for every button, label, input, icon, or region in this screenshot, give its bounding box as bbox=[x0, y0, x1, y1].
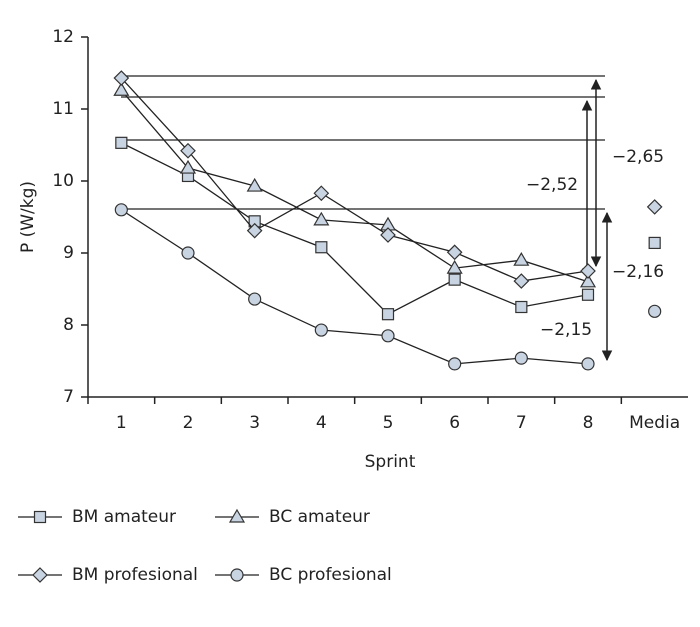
y-tick-label: 7 bbox=[63, 387, 74, 407]
y-tick-label: 12 bbox=[52, 27, 74, 47]
y-tick-label: 10 bbox=[52, 171, 74, 191]
marker bbox=[315, 241, 328, 254]
series-line bbox=[120, 89, 589, 283]
marker bbox=[115, 136, 128, 149]
marker bbox=[314, 323, 328, 337]
x-tick-label: 3 bbox=[249, 413, 260, 433]
marker bbox=[180, 142, 196, 159]
annotation: −2,15 bbox=[540, 320, 592, 340]
marker bbox=[33, 510, 47, 524]
marker bbox=[579, 273, 597, 288]
marker bbox=[381, 329, 395, 343]
marker bbox=[313, 185, 330, 202]
legend-label: BM amateur bbox=[72, 507, 176, 527]
marker bbox=[179, 159, 197, 174]
marker bbox=[448, 357, 462, 371]
arrows bbox=[581, 78, 613, 362]
y-tick-label: 11 bbox=[52, 99, 74, 119]
marker bbox=[230, 568, 244, 582]
marker bbox=[648, 304, 662, 318]
x-axis-label: Sprint bbox=[365, 452, 416, 472]
x-tick-label: 7 bbox=[516, 413, 527, 433]
reference-lines bbox=[121, 75, 605, 210]
marker bbox=[380, 227, 396, 243]
marker bbox=[646, 199, 663, 215]
y-tick-label: 8 bbox=[63, 315, 74, 335]
marker bbox=[580, 263, 596, 279]
x-tick-label: 4 bbox=[316, 413, 327, 433]
x-tick-label: 5 bbox=[383, 413, 394, 433]
series-line bbox=[121, 142, 589, 315]
marker bbox=[246, 177, 263, 192]
x-tick-label: 1 bbox=[116, 413, 127, 433]
marker bbox=[248, 292, 262, 306]
marker bbox=[446, 244, 463, 261]
marker bbox=[448, 273, 461, 286]
marker bbox=[513, 273, 530, 289]
annotation: −2,16 bbox=[612, 262, 664, 282]
marker bbox=[313, 211, 330, 226]
x-tick-label: 6 bbox=[449, 413, 460, 433]
x-tick-label: Media bbox=[629, 413, 680, 433]
series-line bbox=[120, 209, 589, 365]
marker bbox=[32, 567, 48, 583]
marker bbox=[228, 508, 246, 523]
annotation: −2,65 bbox=[612, 147, 664, 167]
marker bbox=[246, 222, 263, 239]
x-tick-label: 8 bbox=[583, 413, 594, 433]
marker bbox=[648, 236, 661, 250]
x-tick-label: 2 bbox=[183, 413, 194, 433]
legend-label: BC profesional bbox=[269, 565, 392, 585]
marker bbox=[113, 70, 130, 86]
marker bbox=[514, 351, 528, 365]
legend-label: BC amateur bbox=[269, 507, 370, 527]
annotation: −2,52 bbox=[526, 175, 578, 195]
marker bbox=[113, 82, 130, 96]
marker bbox=[513, 252, 530, 266]
marker bbox=[515, 300, 528, 314]
marker bbox=[581, 288, 595, 301]
marker bbox=[181, 246, 195, 260]
series-line bbox=[120, 77, 589, 282]
y-axis-label: P (W/kg) bbox=[18, 181, 38, 253]
marker bbox=[381, 308, 395, 321]
marker bbox=[446, 259, 463, 274]
marker bbox=[581, 357, 595, 371]
marker bbox=[114, 203, 128, 217]
y-tick-label: 9 bbox=[63, 243, 74, 263]
legend-label: BM profesional bbox=[72, 565, 198, 585]
